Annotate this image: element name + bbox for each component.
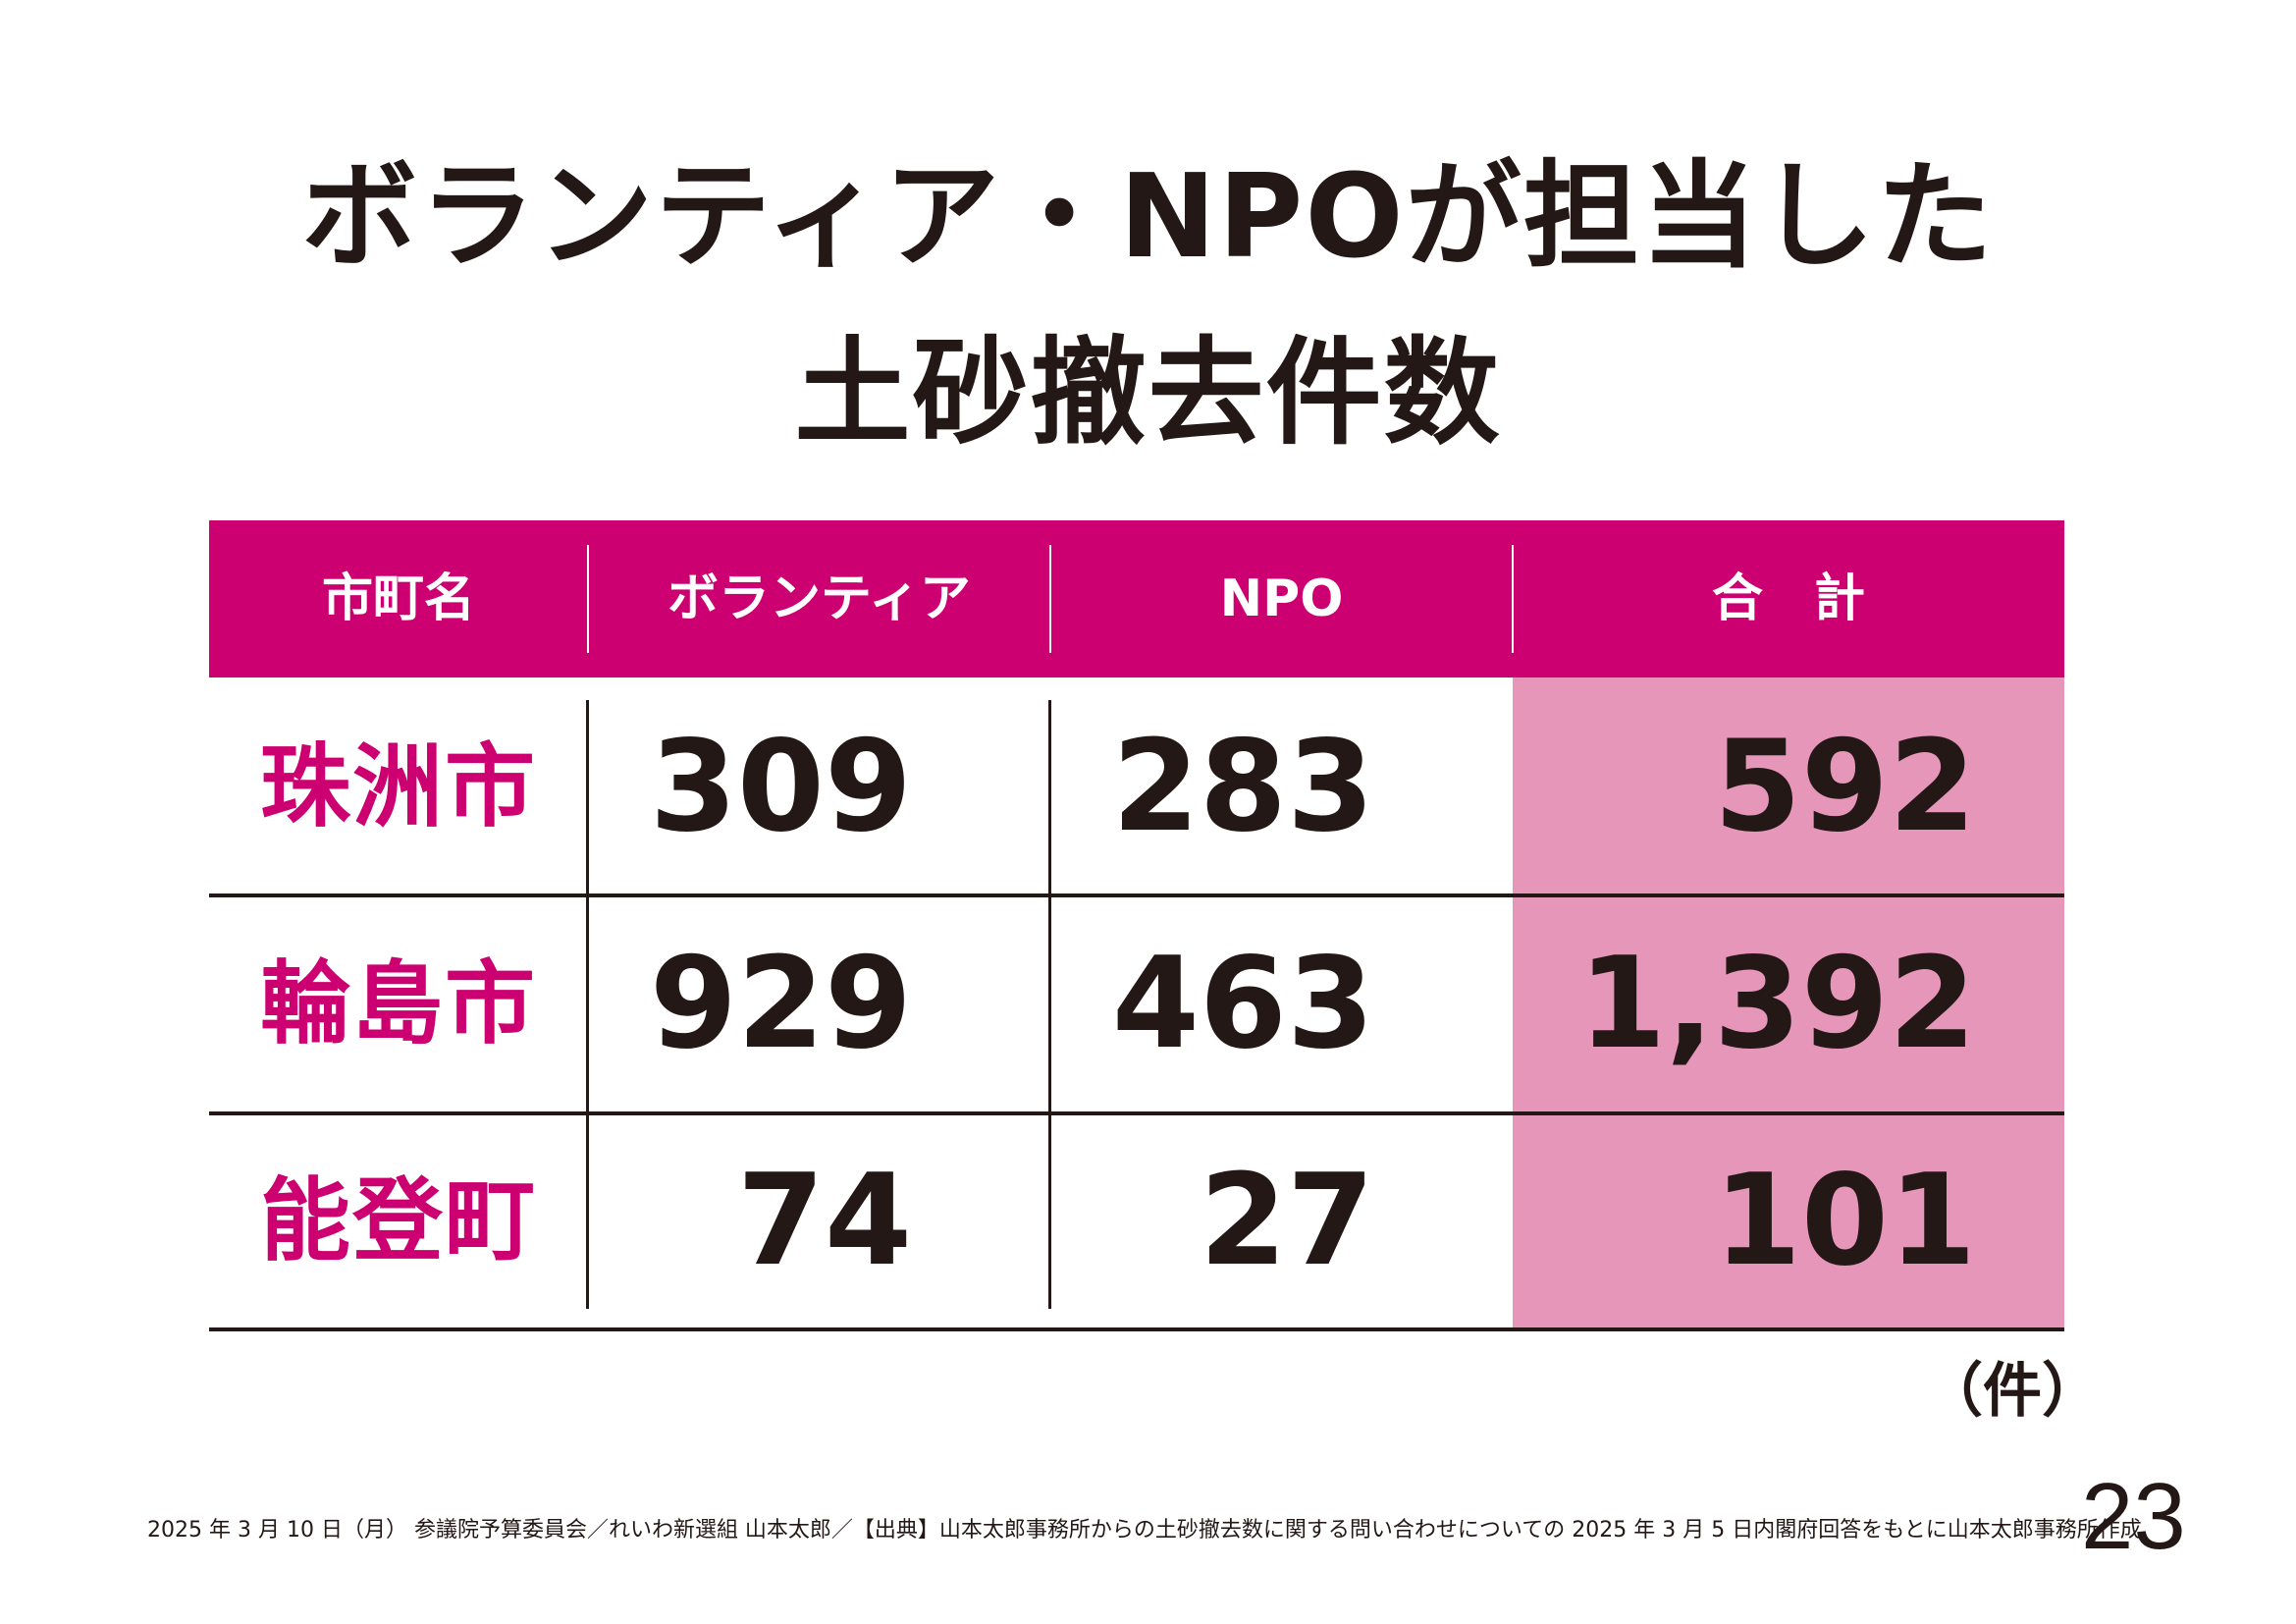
page-number: 23: [2081, 1464, 2186, 1569]
source-footnote: 2025 年 3 月 10 日（月） 参議院予算委員会／れいわ新選組 山本太郎／…: [147, 1518, 2142, 1543]
npo-count: 27: [1199, 1148, 1374, 1294]
city-name: 能登町: [259, 1168, 537, 1273]
volunteer-count: 74: [736, 1148, 912, 1294]
table-row: 珠洲市 309 283 592: [209, 679, 2064, 895]
page-title-line2: 土砂撤去件数: [794, 325, 1502, 460]
total-count: 592: [1713, 714, 1976, 860]
total-count: 101: [1713, 1148, 1976, 1294]
npo-count: 463: [1111, 931, 1374, 1077]
row-divider: [209, 1111, 2064, 1115]
volunteer-count: 309: [649, 714, 912, 860]
page-title-line1: ボランティア・NPOが担当した: [301, 148, 1995, 284]
column-divider: [586, 700, 589, 1309]
header-divider: [1512, 545, 1514, 653]
total-column-highlight: [1513, 677, 2064, 1331]
volunteer-count: 929: [649, 931, 912, 1077]
header-volunteer: ボランティア: [667, 569, 971, 628]
npo-count: 283: [1111, 714, 1374, 860]
column-divider: [1048, 700, 1051, 1309]
data-table: 市町名 ボランティア NPO 合 計 珠洲市 309 283 592 輪島市 9…: [209, 520, 2064, 1331]
table-row: 輪島市 929 463 1,392: [209, 896, 2064, 1112]
header-total: 合 計: [1711, 569, 1865, 628]
city-name: 輪島市: [259, 951, 537, 1056]
header-divider: [587, 545, 589, 653]
table-bottom-rule: [209, 1327, 2064, 1331]
header-divider: [1049, 545, 1051, 653]
total-count: 1,392: [1578, 931, 1976, 1077]
city-name: 珠洲市: [259, 734, 537, 839]
unit-label: （件）: [1924, 1357, 2101, 1426]
table-row: 能登町 74 27 101: [209, 1113, 2064, 1329]
table-header: 市町名 ボランティア NPO 合 計: [209, 520, 2064, 677]
header-city: 市町名: [321, 569, 475, 628]
header-npo: NPO: [1219, 569, 1344, 628]
row-divider: [209, 893, 2064, 897]
